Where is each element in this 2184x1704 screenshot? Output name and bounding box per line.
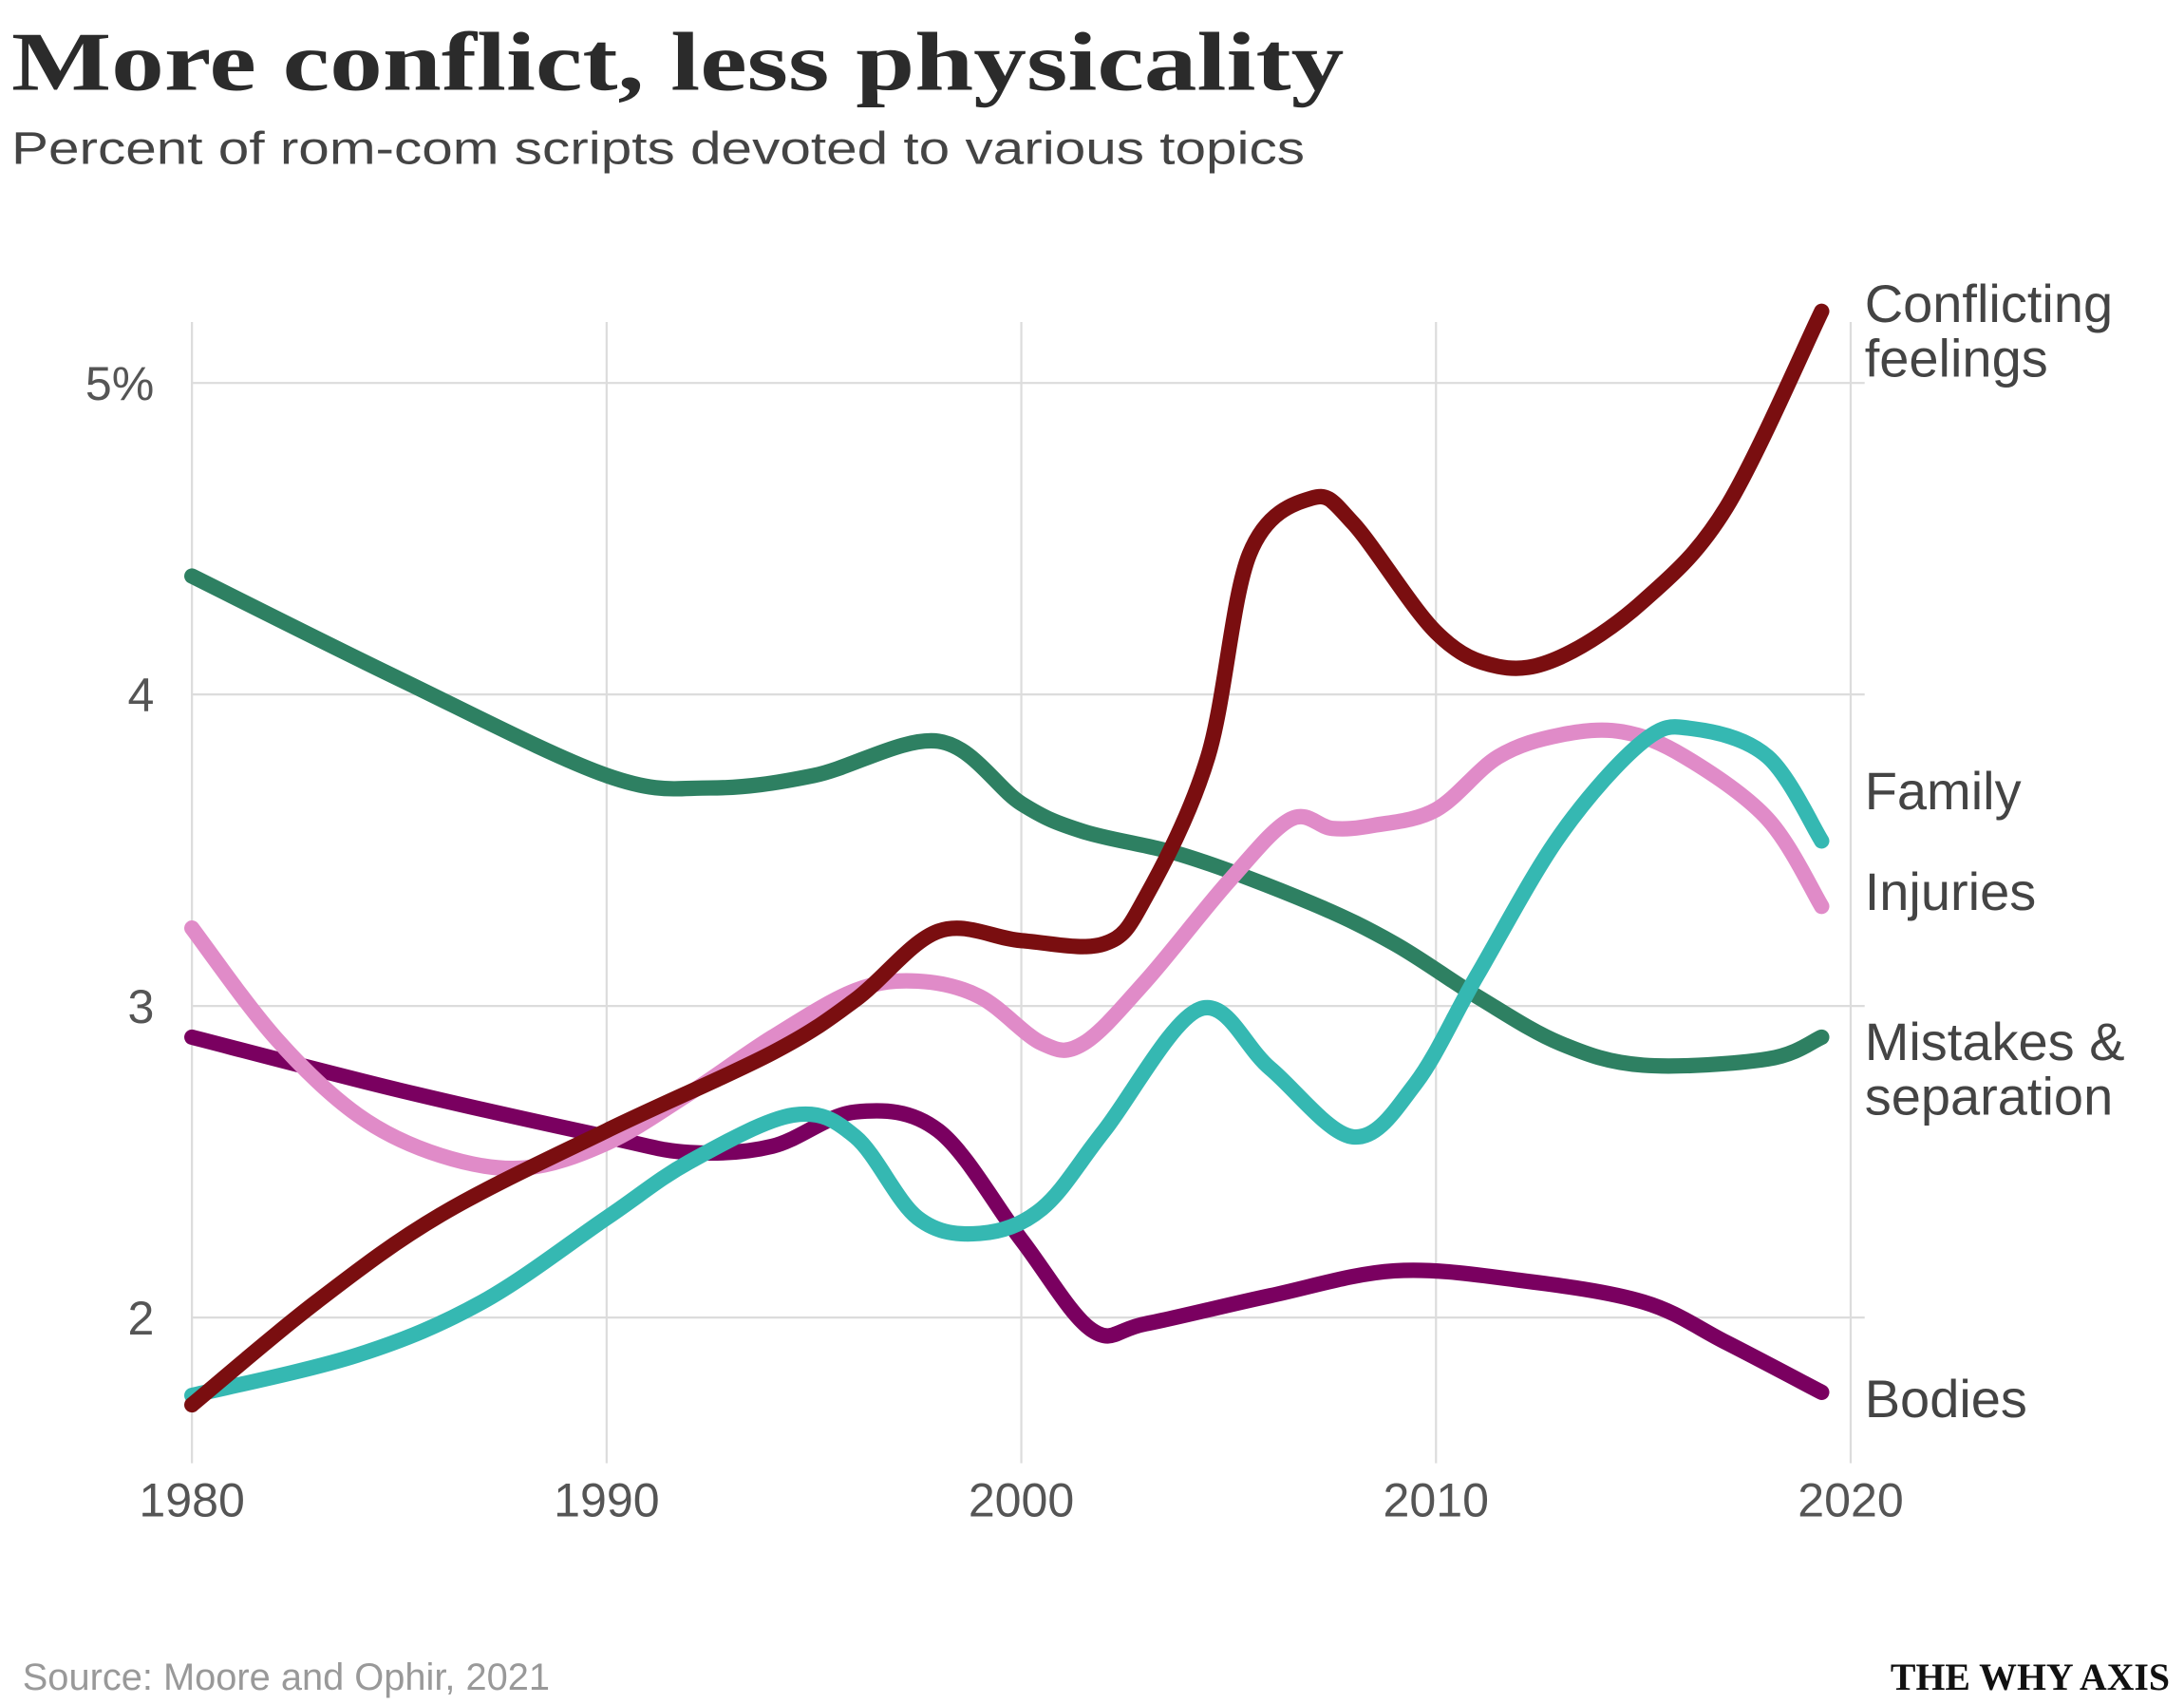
- series-label-family: Family: [1865, 761, 2022, 821]
- chart-title: More conflict, less physicality: [11, 15, 1344, 108]
- series-label-mistakes-separation: Mistakes &: [1865, 1012, 2125, 1071]
- series-label-injuries: Injuries: [1865, 861, 2037, 921]
- y-tick-label: 5%: [85, 357, 154, 410]
- chart-subtitle: Percent of rom-com scripts devoted to va…: [11, 123, 1305, 174]
- y-tick-label: 4: [127, 669, 154, 722]
- series-label-bodies: Bodies: [1865, 1369, 2027, 1429]
- y-tick-label: 2: [127, 1292, 154, 1345]
- x-tick-label: 2000: [969, 1473, 1074, 1526]
- series-lines: [184, 303, 1830, 1413]
- series-line-mistakes-separation: [184, 568, 1830, 1074]
- source-note: Source: Moore and Ophir, 2021: [23, 1657, 550, 1698]
- series-labels: Mistakes &separation Bodies Injuries Family…: [1865, 274, 2125, 1429]
- x-tick-label: 1990: [554, 1473, 659, 1526]
- series-line-conflicting-feelings: [184, 303, 1830, 1413]
- axis-ticks: 5% 4 3 2 1980 1990 2000 2010 2020: [85, 357, 1904, 1527]
- x-tick-label: 1980: [139, 1473, 244, 1526]
- x-tick-label: 2020: [1798, 1473, 1903, 1526]
- series-label-mistakes-separation: separation: [1865, 1066, 2114, 1126]
- x-tick-label: 2010: [1384, 1473, 1489, 1526]
- brand-logo: THE WHY AXIS: [1891, 1657, 2170, 1698]
- series-line-injuries: [184, 722, 1830, 1177]
- y-tick-label: 3: [127, 980, 154, 1033]
- series-label-conflicting-feelings: feelings: [1865, 329, 2048, 388]
- series-label-conflicting-feelings: Conflicting: [1865, 274, 2113, 333]
- gridlines: [191, 322, 1865, 1464]
- series-line-family: [184, 719, 1830, 1404]
